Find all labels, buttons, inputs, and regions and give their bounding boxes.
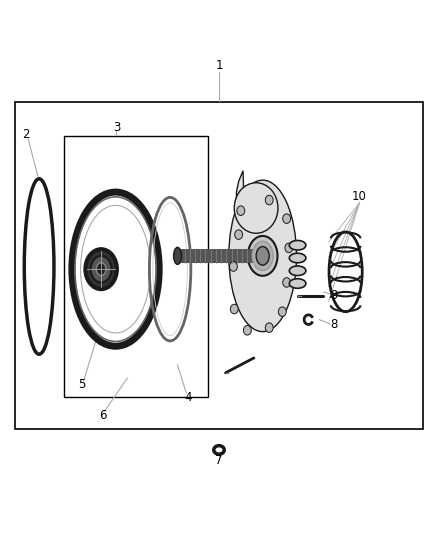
Polygon shape [237,171,284,325]
Ellipse shape [96,263,106,276]
Circle shape [265,195,273,205]
Circle shape [283,278,290,287]
Circle shape [230,304,238,314]
Text: 6: 6 [99,409,106,422]
Circle shape [285,243,293,253]
Circle shape [244,326,251,335]
Circle shape [230,262,237,271]
Text: 10: 10 [352,190,367,203]
Text: 2: 2 [22,128,30,141]
Circle shape [279,307,286,317]
Circle shape [283,214,290,223]
Circle shape [265,323,273,333]
Ellipse shape [91,256,112,282]
Circle shape [237,206,245,215]
Text: 8: 8 [330,319,338,332]
Text: 1: 1 [215,59,223,72]
Bar [14,102,423,429]
Ellipse shape [229,180,297,332]
Ellipse shape [173,247,181,264]
Text: 9: 9 [330,289,338,302]
Ellipse shape [289,253,306,263]
Ellipse shape [85,249,117,289]
Ellipse shape [289,279,306,288]
Text: 7: 7 [215,454,223,467]
Text: 3: 3 [113,120,120,134]
Ellipse shape [248,236,278,276]
Ellipse shape [289,240,306,250]
Bar [175,249,261,263]
Ellipse shape [234,183,278,233]
Ellipse shape [289,266,306,276]
Circle shape [235,230,243,239]
Text: 5: 5 [78,378,85,391]
Text: 4: 4 [185,391,192,404]
Bar [64,136,208,397]
Ellipse shape [252,241,273,270]
Ellipse shape [256,247,269,265]
